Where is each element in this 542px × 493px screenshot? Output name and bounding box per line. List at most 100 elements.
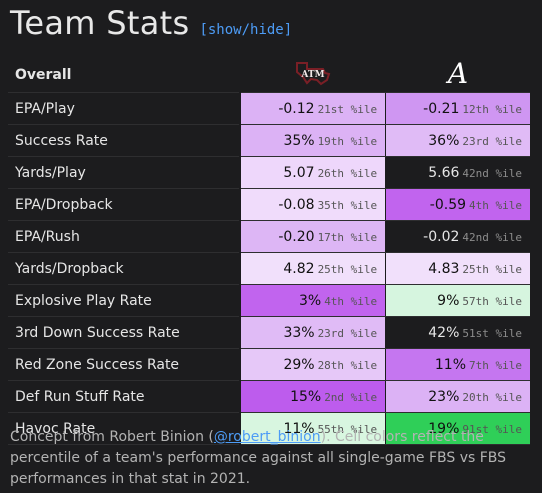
table-row: 3rd Down Success Rate 33% 23rd %ile 42% 51st… <box>8 316 530 349</box>
team-b-value-cell: 19% 91st %ile <box>385 412 530 445</box>
metric-label: Havoc Rate <box>8 412 242 445</box>
table-row: EPA/Dropback -0.08 35th %ile -0.59 4th %ile <box>8 188 530 221</box>
alabama-logo-icon: A <box>445 57 468 90</box>
stat-value: 36% <box>428 132 460 149</box>
percentile-label: 2nd %ile <box>324 390 378 404</box>
stat-value: 4.83 <box>428 260 460 277</box>
team-b-value-cell: 9% 57th %ile <box>385 284 530 317</box>
percentile-label: 19th %ile <box>317 134 378 148</box>
section-label: Overall <box>15 67 72 83</box>
table-row: EPA/Play -0.12 21st %ile -0.21 12th %ile <box>8 92 530 125</box>
percentile-label: 55th %ile <box>317 422 378 436</box>
team-a-value-cell: 29% 28th %ile <box>239 348 386 381</box>
stat-value: -0.12 <box>278 100 315 117</box>
percentile-label: 21st %ile <box>317 102 378 116</box>
team-b-value-cell: 11% 7th %ile <box>385 348 530 381</box>
percentile-label: 57th %ile <box>462 294 522 308</box>
stat-value: 23% <box>428 388 460 405</box>
team-b-value-cell: 42% 51st %ile <box>385 316 530 349</box>
team-a-value-cell: -0.08 35th %ile <box>239 188 386 221</box>
percentile-label: 7th %ile <box>469 358 522 372</box>
table-row: Yards/Dropback 4.82 25th %ile 4.83 25th %ile <box>8 252 530 285</box>
stat-value: 11% <box>434 356 467 373</box>
metric-label: EPA/Rush <box>8 220 242 253</box>
team-a-value-cell: 3% 4th %ile <box>239 284 386 317</box>
percentile-label: 26th %ile <box>317 166 378 180</box>
stat-value: 11% <box>283 420 315 437</box>
percentile-label: 4th %ile <box>469 198 522 212</box>
stat-value: 33% <box>283 324 315 341</box>
percentile-label: 42nd %ile <box>462 230 522 244</box>
metric-label: EPA/Dropback <box>8 188 242 221</box>
percentile-label: 51st %ile <box>462 326 522 340</box>
stat-value: -0.02 <box>423 228 460 245</box>
percentile-label: 4th %ile <box>324 294 378 308</box>
percentile-label: 42nd %ile <box>462 166 522 180</box>
page-header: Team Stats [show/hide] <box>10 4 292 44</box>
team-a-logo-cell: ATM <box>240 58 385 93</box>
table-row: Havoc Rate 11% 55th %ile 19% 91st %ile <box>8 412 530 445</box>
percentile-label: 12th %ile <box>462 102 522 116</box>
metric-label: EPA/Play <box>8 92 242 125</box>
metric-label: 3rd Down Success Rate <box>8 316 242 349</box>
percentile-label: 35th %ile <box>317 198 378 212</box>
svg-text:A: A <box>445 59 468 87</box>
team-b-value-cell: -0.02 42nd %ile <box>385 220 530 253</box>
svg-text:ATM: ATM <box>300 70 324 80</box>
metric-label: Yards/Play <box>8 156 242 189</box>
team-a-value-cell: 4.82 25th %ile <box>239 252 386 285</box>
stat-value: 19% <box>428 420 460 437</box>
page-title: Team Stats <box>10 4 190 42</box>
percentile-label: 28th %ile <box>317 358 378 372</box>
footnote-prefix: Concept from Robert Binion ( <box>10 429 214 445</box>
percentile-label: 91st %ile <box>462 422 522 436</box>
table-row: Yards/Play 5.07 26th %ile 5.66 42nd %ile <box>8 156 530 189</box>
team-b-value-cell: 5.66 42nd %ile <box>385 156 530 189</box>
percentile-label: 17th %ile <box>317 230 378 244</box>
table-row: Success Rate 35% 19th %ile 36% 23rd %ile <box>8 124 530 157</box>
team-b-value-cell: 4.83 25th %ile <box>385 252 530 285</box>
stat-value: 15% <box>290 388 322 405</box>
team-b-value-cell: 36% 23rd %ile <box>385 124 530 157</box>
percentile-label: 20th %ile <box>462 390 522 404</box>
team-b-value-cell: -0.59 4th %ile <box>385 188 530 221</box>
metric-label: Def Run Stuff Rate <box>8 380 242 413</box>
table-row: Red Zone Success Rate 29% 28th %ile 11% 7th … <box>8 348 530 381</box>
show-hide-toggle[interactable]: [show/hide] <box>199 22 293 38</box>
table-row: Explosive Play Rate 3% 4th %ile 9% 57th %ile <box>8 284 530 317</box>
stat-value: 5.66 <box>428 164 460 181</box>
metric-label: Red Zone Success Rate <box>8 348 242 381</box>
percentile-label: 25th %ile <box>462 262 522 276</box>
team-a-value-cell: -0.12 21st %ile <box>239 92 386 125</box>
table-row: Def Run Stuff Rate 15% 2nd %ile 23% 20th %il… <box>8 380 530 413</box>
stat-value: -0.21 <box>423 100 460 117</box>
team-b-value-cell: -0.21 12th %ile <box>385 92 530 125</box>
team-b-value-cell: 23% 20th %ile <box>385 380 530 413</box>
footnote-suffix: ). Cell colors reflect the percentile of… <box>10 429 507 487</box>
stat-value: 3% <box>298 292 322 309</box>
metric-label: Yards/Dropback <box>8 252 242 285</box>
team-a-value-cell: -0.20 17th %ile <box>239 220 386 253</box>
percentile-label: 23rd %ile <box>462 134 522 148</box>
team-b-logo-cell: A <box>386 57 530 93</box>
team-stats-table: Overall ATM A EPA/Play -0.12 21st %ile -0.2… <box>8 57 530 445</box>
percentile-label: 25th %ile <box>317 262 378 276</box>
stat-value: 5.07 <box>283 164 315 181</box>
stat-value: -0.59 <box>429 196 467 213</box>
stat-value: 29% <box>283 356 315 373</box>
table-row: EPA/Rush -0.20 17th %ile -0.02 42nd %ile <box>8 220 530 253</box>
stat-value: -0.20 <box>278 228 315 245</box>
texas-am-logo-icon: ATM <box>296 62 331 86</box>
team-a-value-cell: 5.07 26th %ile <box>239 156 386 189</box>
team-a-value-cell: 11% 55th %ile <box>239 412 386 445</box>
percentile-label: 23rd %ile <box>317 326 378 340</box>
team-a-value-cell: 33% 23rd %ile <box>239 316 386 349</box>
stat-value: 9% <box>437 292 460 309</box>
footnote: Concept from Robert Binion (@robert_bini… <box>10 427 530 490</box>
twitter-handle-link[interactable]: @robert_binion <box>213 429 321 445</box>
metric-label: Explosive Play Rate <box>8 284 242 317</box>
stat-value: 35% <box>283 132 315 149</box>
table-header-row: Overall ATM A <box>8 57 530 93</box>
stat-value: 42% <box>428 324 460 341</box>
team-a-value-cell: 15% 2nd %ile <box>239 380 386 413</box>
